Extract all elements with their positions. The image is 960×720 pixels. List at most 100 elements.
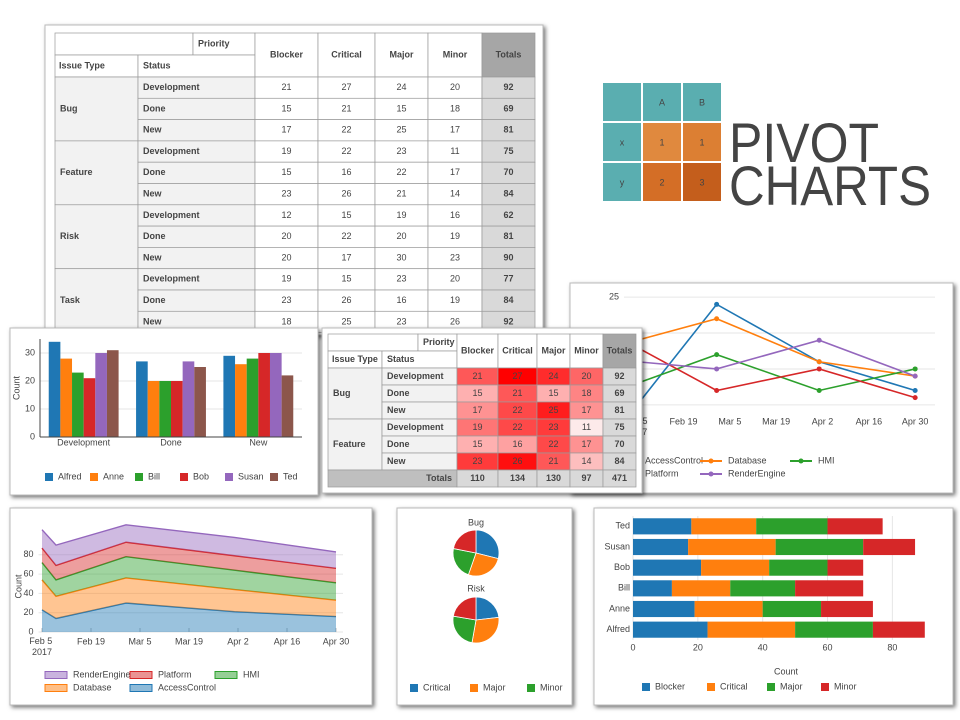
cell-value: 24: [396, 82, 406, 92]
logo-tile-label: B: [699, 97, 705, 107]
cell-value: 18: [281, 316, 291, 326]
column-label: Major: [541, 345, 566, 355]
totals-cell: [602, 469, 637, 488]
cell-value: 21: [548, 456, 558, 466]
cell-value: 11: [582, 422, 591, 432]
legend-symbol: [90, 473, 98, 481]
cell-value: 81: [503, 125, 513, 135]
cell-value: 77: [503, 274, 513, 284]
bar-segment: [633, 600, 695, 618]
group-cell: [54, 204, 139, 270]
bar-segment: [795, 621, 873, 638]
legend-label: Critical: [423, 682, 451, 692]
x-tick-label: Mar 19: [175, 636, 203, 646]
bar-segment: [633, 621, 708, 638]
x-tick-label: Done: [160, 437, 182, 447]
cell-value: 19: [450, 231, 460, 241]
cell-value: 75: [614, 422, 624, 432]
bar: [48, 341, 61, 437]
status-label: New: [143, 252, 163, 262]
cell-value: 15: [281, 103, 291, 113]
y-tick-label: 25: [609, 292, 619, 302]
legend-label: Minor: [540, 682, 563, 692]
cell-value: 69: [503, 103, 513, 113]
column-label: Totals: [496, 49, 522, 59]
logo-tile: [603, 163, 641, 201]
column-cell: [481, 32, 536, 78]
cell-value: 15: [396, 103, 406, 113]
cell-value: 12: [281, 210, 291, 220]
legend-symbol: [135, 473, 143, 481]
point: [714, 352, 720, 358]
logo-title: PIVOT: [729, 111, 879, 174]
logo-tile-label: x: [620, 137, 625, 147]
legend-label: Alfred: [58, 471, 82, 481]
y-tick-label: Anne: [609, 603, 630, 613]
cell-value: 81: [503, 231, 513, 241]
cell-value: 11: [450, 146, 459, 156]
heatmap-table-panel: Priority Issue Type Status Blocker Critical M…: [327, 333, 637, 488]
logo-tile-label: y: [620, 177, 625, 187]
x-tick-label: 20: [693, 642, 703, 652]
x-tick-label: Apr 30: [323, 636, 350, 646]
area-line: [41, 577, 337, 601]
cell-value: 21: [341, 103, 351, 113]
legend-symbol: [821, 683, 829, 691]
column-cell: [536, 333, 571, 369]
legend-label: HMI: [818, 455, 835, 465]
pie-title: Bug: [468, 517, 484, 527]
cell-value: 81: [614, 405, 624, 415]
x-tick-label: Mar 5: [718, 416, 741, 426]
cell-value: 25: [341, 316, 351, 326]
cell-value: 23: [548, 422, 558, 432]
x-tick-label: 80: [887, 642, 897, 652]
cell-value: 90: [503, 252, 513, 262]
row-header: Issue Type: [59, 60, 105, 70]
line: [637, 317, 916, 377]
status-label: Done: [387, 388, 410, 398]
bar: [106, 350, 119, 437]
line: [637, 339, 916, 377]
status-label: New: [143, 125, 163, 135]
bar-segment: [827, 559, 864, 576]
logo-tile: [683, 83, 721, 121]
status-header: Status: [143, 60, 171, 70]
y-tick-label: Bill: [618, 583, 630, 593]
status-label: Development: [387, 422, 444, 432]
column-cell: [602, 333, 637, 369]
pie-slice: [467, 552, 499, 577]
legend-symbol: [708, 471, 714, 477]
legend-symbol: [45, 473, 53, 481]
bar-segment: [872, 621, 925, 638]
cell-value: 14: [581, 456, 591, 466]
cell-value: 23: [281, 295, 291, 305]
logo-tile: [603, 123, 641, 161]
legend-symbol: [180, 473, 188, 481]
cell-value: 23: [281, 189, 291, 199]
bar: [60, 358, 73, 437]
cell-value: 69: [614, 388, 624, 398]
y-tick-label: 20: [25, 375, 35, 385]
cell-value: 25: [548, 405, 558, 415]
bar-segment: [730, 580, 796, 597]
group-label: Bug: [60, 103, 78, 113]
bar-segment: [633, 518, 692, 535]
cell-value: 27: [512, 371, 522, 381]
line: [636, 303, 916, 406]
logo-tile: [643, 123, 681, 161]
cell-value: 20: [581, 371, 591, 381]
cell-value: 17: [472, 405, 482, 415]
y-axis-title: Count: [11, 376, 21, 401]
cell-value: 22: [512, 422, 522, 432]
legend-symbol: [767, 683, 775, 691]
legend-label: AccessControl: [645, 455, 703, 465]
y-tick-label: 0: [28, 626, 33, 636]
area-fill: [42, 556, 336, 601]
logo-tile-label: 1: [699, 137, 704, 147]
cell-value: 16: [512, 439, 522, 449]
legend-symbol: [129, 671, 153, 679]
area-line: [41, 555, 337, 584]
area-fill: [42, 524, 336, 569]
header-cell: [327, 333, 419, 352]
pie-slice: [471, 616, 500, 644]
